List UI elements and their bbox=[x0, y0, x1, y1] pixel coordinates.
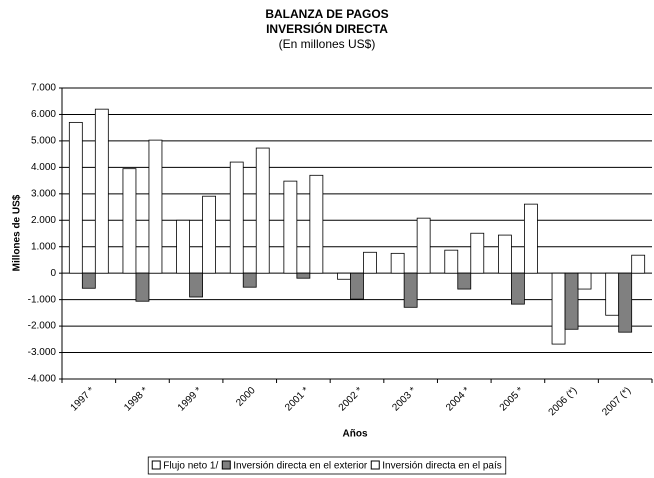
legend-label: Inversión directa en el país bbox=[382, 461, 502, 472]
x-tick-label: 1997 * bbox=[69, 385, 97, 413]
bar bbox=[283, 180, 298, 274]
bar bbox=[444, 249, 459, 274]
chart-title: INVERSIÓN DIRECTA bbox=[266, 21, 388, 36]
chart-subtitle: (En millones US$) bbox=[279, 37, 376, 51]
x-tick-label: 1999 * bbox=[176, 385, 204, 413]
bar bbox=[457, 272, 472, 290]
bar bbox=[564, 272, 579, 330]
bar bbox=[350, 272, 364, 300]
bar bbox=[176, 219, 190, 274]
y-tick-label: 6.000 bbox=[31, 109, 56, 120]
legend-label: Flujo neto 1/ bbox=[163, 461, 218, 472]
x-tick-label: 2007 (*) bbox=[600, 385, 633, 418]
bar bbox=[148, 139, 163, 274]
bar bbox=[605, 272, 620, 316]
y-tick-label: -2.000 bbox=[28, 321, 57, 332]
y-tick-label: 2.000 bbox=[31, 215, 56, 226]
x-tick-label: 2006 (*) bbox=[547, 385, 580, 418]
chart-title: BALANZA DE PAGOS bbox=[265, 7, 388, 21]
bar bbox=[551, 272, 566, 345]
bar bbox=[202, 195, 216, 274]
x-tick-label: 1998 * bbox=[122, 385, 150, 413]
x-tick-label: 2003 * bbox=[390, 385, 418, 413]
x-tick-label: 2000 bbox=[234, 385, 258, 409]
y-tick-label: -1.000 bbox=[28, 294, 57, 305]
bar bbox=[135, 272, 150, 302]
bar bbox=[416, 217, 431, 274]
bar bbox=[229, 161, 244, 274]
y-tick-label: -4.000 bbox=[28, 374, 57, 385]
legend-frame bbox=[147, 456, 507, 475]
bar bbox=[255, 147, 270, 274]
bar bbox=[390, 252, 405, 274]
bar bbox=[68, 121, 83, 274]
x-tick-label: 2005 * bbox=[498, 385, 526, 413]
x-tick-label: 2002 * bbox=[337, 385, 365, 413]
legend-swatch bbox=[151, 460, 161, 470]
legend-label: Inversión directa en el exterior bbox=[233, 461, 368, 472]
bar bbox=[296, 272, 311, 279]
bar bbox=[631, 254, 646, 274]
y-tick-label: 3.000 bbox=[31, 188, 56, 199]
legend-swatch bbox=[370, 460, 380, 470]
x-axis-label: Años bbox=[343, 429, 368, 440]
y-tick-label: 7.000 bbox=[31, 83, 56, 94]
legend: Flujo neto 1/Inversión directa en el ext… bbox=[147, 456, 507, 475]
legend-swatch bbox=[221, 460, 231, 470]
bar bbox=[122, 168, 137, 274]
bar bbox=[511, 272, 525, 305]
bar bbox=[577, 272, 592, 290]
bar bbox=[94, 108, 109, 274]
bar bbox=[403, 272, 418, 308]
x-tick-label: 2001 * bbox=[283, 385, 311, 413]
bar bbox=[337, 272, 351, 280]
y-tick-label: 0 bbox=[50, 268, 56, 279]
bar bbox=[309, 174, 324, 274]
x-tick-label: 2004 * bbox=[444, 385, 472, 413]
bar bbox=[618, 272, 633, 333]
bar bbox=[498, 234, 512, 274]
bar bbox=[81, 272, 96, 289]
bar bbox=[363, 251, 377, 274]
y-tick-label: -3.000 bbox=[28, 347, 57, 358]
y-axis-label: Millones de US$ bbox=[12, 194, 23, 271]
bar bbox=[470, 232, 485, 274]
bar bbox=[189, 272, 203, 298]
y-tick-label: 5.000 bbox=[31, 136, 56, 147]
bar bbox=[524, 203, 538, 274]
y-tick-label: 4.000 bbox=[31, 162, 56, 173]
bar bbox=[242, 272, 257, 288]
y-tick-label: 1.000 bbox=[31, 241, 56, 252]
